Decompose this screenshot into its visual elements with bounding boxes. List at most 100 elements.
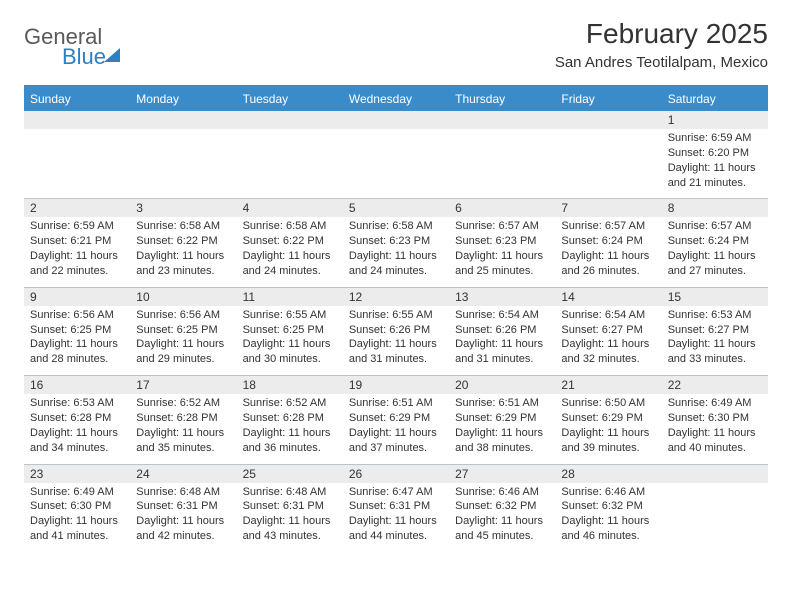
day-cell-num: 8 xyxy=(662,199,768,218)
day-cell-num: 5 xyxy=(343,199,449,218)
sunrise-text: Sunrise: 6:50 AM xyxy=(561,396,655,411)
day-cell-num: 22 xyxy=(662,376,768,395)
day-cell-content: Sunrise: 6:58 AMSunset: 6:22 PMDaylight:… xyxy=(130,217,236,287)
daylight-text: Daylight: 11 hours and 27 minutes. xyxy=(668,249,762,279)
day-cell-content xyxy=(555,129,661,199)
week-daynum-row: 1 xyxy=(24,111,768,129)
daylight-text: Daylight: 11 hours and 21 minutes. xyxy=(668,161,762,191)
day-cell-num: 21 xyxy=(555,376,661,395)
sunrise-text: Sunrise: 6:53 AM xyxy=(668,308,762,323)
day-number: 24 xyxy=(130,465,236,483)
day-cell-content: Sunrise: 6:48 AMSunset: 6:31 PMDaylight:… xyxy=(130,483,236,552)
day-cell-content: Sunrise: 6:59 AMSunset: 6:20 PMDaylight:… xyxy=(662,129,768,199)
sunset-text: Sunset: 6:29 PM xyxy=(455,411,549,426)
sunset-text: Sunset: 6:23 PM xyxy=(349,234,443,249)
sunrise-text: Sunrise: 6:54 AM xyxy=(561,308,655,323)
sunset-text: Sunset: 6:22 PM xyxy=(136,234,230,249)
day-header-fri: Friday xyxy=(555,87,661,111)
sunrise-text: Sunrise: 6:58 AM xyxy=(136,219,230,234)
daylight-text: Daylight: 11 hours and 23 minutes. xyxy=(136,249,230,279)
day-cell-num: 17 xyxy=(130,376,236,395)
sunset-text: Sunset: 6:31 PM xyxy=(243,499,337,514)
day-cell-content: Sunrise: 6:55 AMSunset: 6:25 PMDaylight:… xyxy=(237,306,343,376)
day-cell-content: Sunrise: 6:47 AMSunset: 6:31 PMDaylight:… xyxy=(343,483,449,552)
day-cell-num: 24 xyxy=(130,464,236,483)
daylight-text: Daylight: 11 hours and 44 minutes. xyxy=(349,514,443,544)
sunrise-text: Sunrise: 6:46 AM xyxy=(455,485,549,500)
daylight-text: Daylight: 11 hours and 46 minutes. xyxy=(561,514,655,544)
sunset-text: Sunset: 6:29 PM xyxy=(349,411,443,426)
calendar-table: Sunday Monday Tuesday Wednesday Thursday… xyxy=(24,87,768,552)
day-number: 11 xyxy=(237,288,343,306)
day-content: Sunrise: 6:54 AMSunset: 6:26 PMDaylight:… xyxy=(449,306,555,375)
sunset-text: Sunset: 6:29 PM xyxy=(561,411,655,426)
day-cell-content: Sunrise: 6:59 AMSunset: 6:21 PMDaylight:… xyxy=(24,217,130,287)
day-content xyxy=(130,131,236,197)
day-content xyxy=(662,484,768,550)
day-number xyxy=(24,111,130,115)
day-cell-content: Sunrise: 6:52 AMSunset: 6:28 PMDaylight:… xyxy=(237,394,343,464)
sunrise-text: Sunrise: 6:57 AM xyxy=(668,219,762,234)
day-cell-num: 2 xyxy=(24,199,130,218)
day-cell-content: Sunrise: 6:50 AMSunset: 6:29 PMDaylight:… xyxy=(555,394,661,464)
week-content-row: Sunrise: 6:49 AMSunset: 6:30 PMDaylight:… xyxy=(24,483,768,552)
sunrise-text: Sunrise: 6:49 AM xyxy=(30,485,124,500)
sunset-text: Sunset: 6:32 PM xyxy=(561,499,655,514)
daylight-text: Daylight: 11 hours and 26 minutes. xyxy=(561,249,655,279)
logo-triangle-icon xyxy=(104,31,120,62)
sunrise-text: Sunrise: 6:52 AM xyxy=(136,396,230,411)
day-content xyxy=(343,131,449,197)
daylight-text: Daylight: 11 hours and 39 minutes. xyxy=(561,426,655,456)
day-cell-num: 4 xyxy=(237,199,343,218)
sunset-text: Sunset: 6:21 PM xyxy=(30,234,124,249)
day-content: Sunrise: 6:59 AMSunset: 6:21 PMDaylight:… xyxy=(24,217,130,286)
sunrise-text: Sunrise: 6:57 AM xyxy=(455,219,549,234)
day-header-wed: Wednesday xyxy=(343,87,449,111)
day-number: 6 xyxy=(449,199,555,217)
day-cell-num: 13 xyxy=(449,287,555,306)
day-number xyxy=(343,111,449,115)
day-cell-content: Sunrise: 6:48 AMSunset: 6:31 PMDaylight:… xyxy=(237,483,343,552)
day-cell-num: 28 xyxy=(555,464,661,483)
day-cell-content: Sunrise: 6:56 AMSunset: 6:25 PMDaylight:… xyxy=(24,306,130,376)
day-content xyxy=(449,131,555,197)
day-content: Sunrise: 6:54 AMSunset: 6:27 PMDaylight:… xyxy=(555,306,661,375)
sunset-text: Sunset: 6:28 PM xyxy=(136,411,230,426)
day-number: 7 xyxy=(555,199,661,217)
day-cell-num xyxy=(662,464,768,483)
daylight-text: Daylight: 11 hours and 31 minutes. xyxy=(455,337,549,367)
day-content: Sunrise: 6:57 AMSunset: 6:24 PMDaylight:… xyxy=(555,217,661,286)
day-content: Sunrise: 6:46 AMSunset: 6:32 PMDaylight:… xyxy=(555,483,661,552)
day-number: 13 xyxy=(449,288,555,306)
sunset-text: Sunset: 6:20 PM xyxy=(668,146,762,161)
week-daynum-row: 232425262728 xyxy=(24,464,768,483)
sunset-text: Sunset: 6:32 PM xyxy=(455,499,549,514)
day-number: 15 xyxy=(662,288,768,306)
day-cell-content xyxy=(662,483,768,552)
day-cell-content: Sunrise: 6:58 AMSunset: 6:23 PMDaylight:… xyxy=(343,217,449,287)
day-content xyxy=(555,131,661,197)
day-cell-num xyxy=(343,111,449,129)
day-number xyxy=(237,111,343,115)
week-daynum-row: 2345678 xyxy=(24,199,768,218)
day-cell-num: 14 xyxy=(555,287,661,306)
day-cell-num: 20 xyxy=(449,376,555,395)
week-content-row: Sunrise: 6:56 AMSunset: 6:25 PMDaylight:… xyxy=(24,306,768,376)
day-number xyxy=(662,465,768,469)
day-number: 4 xyxy=(237,199,343,217)
day-content: Sunrise: 6:58 AMSunset: 6:23 PMDaylight:… xyxy=(343,217,449,286)
day-cell-content xyxy=(237,129,343,199)
day-content: Sunrise: 6:49 AMSunset: 6:30 PMDaylight:… xyxy=(24,483,130,552)
week-daynum-row: 16171819202122 xyxy=(24,376,768,395)
day-cell-num: 9 xyxy=(24,287,130,306)
logo: General Blue xyxy=(24,18,120,70)
day-content: Sunrise: 6:52 AMSunset: 6:28 PMDaylight:… xyxy=(237,394,343,463)
day-cell-content xyxy=(449,129,555,199)
day-content: Sunrise: 6:48 AMSunset: 6:31 PMDaylight:… xyxy=(130,483,236,552)
day-cell-content: Sunrise: 6:56 AMSunset: 6:25 PMDaylight:… xyxy=(130,306,236,376)
sunset-text: Sunset: 6:25 PM xyxy=(243,323,337,338)
sunrise-text: Sunrise: 6:53 AM xyxy=(30,396,124,411)
sunrise-text: Sunrise: 6:58 AM xyxy=(349,219,443,234)
day-cell-content: Sunrise: 6:46 AMSunset: 6:32 PMDaylight:… xyxy=(449,483,555,552)
day-header-tue: Tuesday xyxy=(237,87,343,111)
